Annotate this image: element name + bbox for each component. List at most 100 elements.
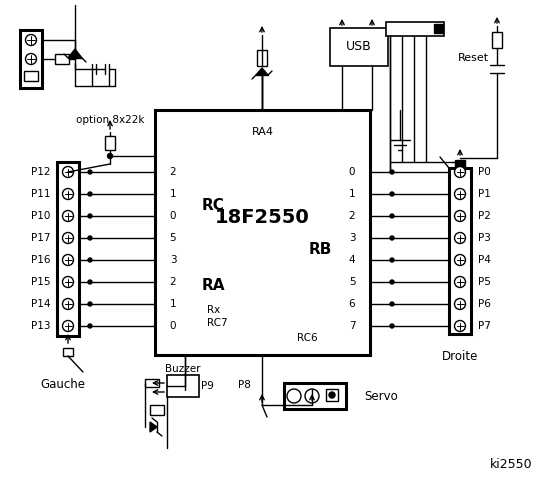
Text: RA4: RA4: [252, 127, 274, 137]
Circle shape: [62, 321, 74, 332]
Circle shape: [455, 211, 466, 221]
Bar: [284, 383, 346, 409]
Text: P0: P0: [478, 167, 491, 177]
Text: P3: P3: [478, 233, 491, 243]
Circle shape: [62, 189, 74, 200]
Text: 3: 3: [349, 233, 356, 243]
Text: 4: 4: [349, 255, 356, 265]
Circle shape: [390, 236, 394, 240]
Circle shape: [88, 170, 92, 174]
Text: P17: P17: [30, 233, 50, 243]
Circle shape: [107, 154, 112, 158]
Circle shape: [62, 211, 74, 221]
Bar: [155, 110, 370, 355]
Text: ki2550: ki2550: [490, 458, 533, 471]
Circle shape: [62, 167, 74, 178]
Circle shape: [88, 192, 92, 196]
Text: 1: 1: [170, 299, 176, 309]
Circle shape: [287, 389, 301, 403]
Circle shape: [88, 236, 92, 240]
Text: RA: RA: [201, 277, 225, 292]
Bar: [492, 32, 502, 48]
Text: option 8x22k: option 8x22k: [76, 115, 144, 125]
Bar: [455, 160, 465, 169]
Circle shape: [410, 24, 418, 32]
Text: 5: 5: [349, 277, 356, 287]
Text: P2: P2: [478, 211, 491, 221]
Circle shape: [390, 170, 394, 174]
Text: 0: 0: [170, 321, 176, 331]
Circle shape: [422, 24, 430, 32]
Circle shape: [390, 214, 394, 218]
Text: Droite: Droite: [442, 349, 478, 362]
Text: RC6: RC6: [298, 333, 318, 343]
Circle shape: [62, 299, 74, 310]
Text: P10: P10: [30, 211, 50, 221]
Polygon shape: [68, 49, 82, 58]
Text: 5: 5: [170, 233, 176, 243]
Circle shape: [390, 302, 394, 306]
Circle shape: [455, 299, 466, 310]
Circle shape: [88, 258, 92, 262]
Text: 18F2550: 18F2550: [215, 208, 310, 227]
Text: Rx: Rx: [207, 305, 220, 315]
Bar: [63, 348, 73, 356]
Bar: [20, 30, 42, 88]
Circle shape: [329, 392, 335, 398]
Circle shape: [62, 254, 74, 265]
Circle shape: [434, 24, 442, 32]
Circle shape: [455, 254, 466, 265]
Circle shape: [88, 214, 92, 218]
Bar: [449, 168, 471, 334]
Text: P12: P12: [30, 167, 50, 177]
Circle shape: [62, 276, 74, 288]
Text: P14: P14: [30, 299, 50, 309]
Text: P11: P11: [30, 189, 50, 199]
Circle shape: [25, 35, 36, 46]
Circle shape: [305, 389, 319, 403]
Text: 1: 1: [170, 189, 176, 199]
Circle shape: [455, 189, 466, 200]
Circle shape: [398, 24, 406, 32]
Text: P16: P16: [30, 255, 50, 265]
Text: USB: USB: [346, 40, 372, 53]
Bar: [167, 375, 199, 397]
Text: 1: 1: [349, 189, 356, 199]
Bar: [434, 24, 443, 33]
Text: RC7: RC7: [207, 318, 228, 328]
Circle shape: [88, 280, 92, 284]
Bar: [257, 50, 267, 66]
Text: Gauche: Gauche: [40, 377, 86, 391]
Bar: [57, 162, 79, 336]
Text: Buzzer: Buzzer: [165, 364, 201, 374]
Text: P6: P6: [478, 299, 491, 309]
Bar: [386, 22, 444, 36]
Bar: [330, 28, 388, 66]
Text: 2: 2: [170, 277, 176, 287]
Text: 7: 7: [349, 321, 356, 331]
Text: 3: 3: [170, 255, 176, 265]
Text: Servo: Servo: [364, 389, 398, 403]
Circle shape: [88, 324, 92, 328]
Text: RB: RB: [309, 242, 332, 257]
Bar: [24, 71, 38, 81]
Text: RC: RC: [201, 197, 225, 213]
Circle shape: [62, 232, 74, 243]
Bar: [145, 379, 159, 387]
Text: P15: P15: [30, 277, 50, 287]
Polygon shape: [150, 422, 157, 432]
Text: 2: 2: [170, 167, 176, 177]
Circle shape: [386, 24, 394, 32]
Circle shape: [25, 53, 36, 64]
Text: P5: P5: [478, 277, 491, 287]
Text: 6: 6: [349, 299, 356, 309]
Bar: [326, 389, 338, 401]
Text: P4: P4: [478, 255, 491, 265]
Bar: [150, 405, 164, 415]
Bar: [105, 136, 115, 150]
Circle shape: [88, 302, 92, 306]
Circle shape: [390, 280, 394, 284]
Text: P13: P13: [30, 321, 50, 331]
Text: 0: 0: [349, 167, 355, 177]
Text: 0: 0: [170, 211, 176, 221]
